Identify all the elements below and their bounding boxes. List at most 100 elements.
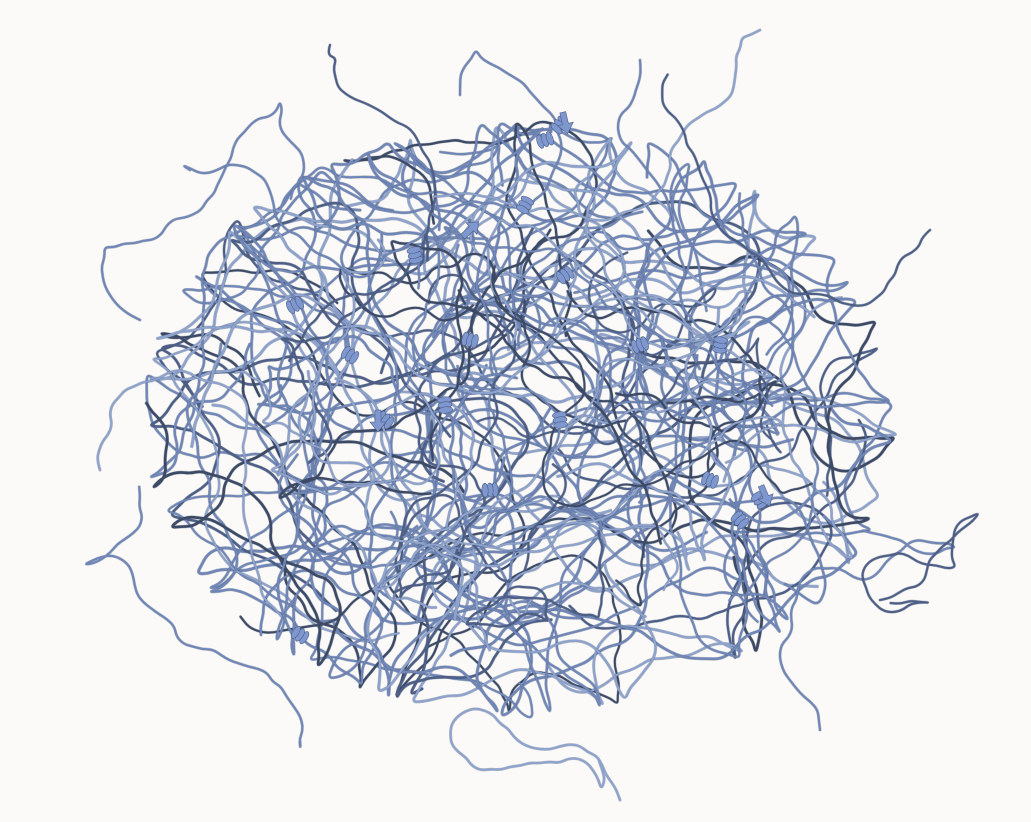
coil-strand xyxy=(454,244,780,452)
coil-strand xyxy=(373,390,897,483)
helix-turn xyxy=(555,271,566,285)
coil-strand xyxy=(160,332,398,689)
helix-turn xyxy=(545,131,554,146)
coil-strand xyxy=(385,554,622,712)
helix-motif xyxy=(290,625,310,645)
helix-motif xyxy=(712,336,728,354)
coil-strand xyxy=(379,416,782,590)
helix-motif xyxy=(406,246,424,264)
coil-strand xyxy=(507,524,690,621)
coil-strand xyxy=(414,229,697,620)
coil-strand xyxy=(398,273,516,573)
helix-turn xyxy=(481,482,489,498)
helix-turn xyxy=(349,351,360,365)
beta-strand-arrow xyxy=(556,111,574,135)
coil-strand xyxy=(565,299,743,429)
beta-strand-arrow xyxy=(460,221,480,240)
coil-strand xyxy=(253,177,679,386)
coil-strand xyxy=(431,297,657,699)
coil-strand xyxy=(452,190,816,316)
coil-strand xyxy=(232,224,452,656)
coil-strand xyxy=(566,290,762,433)
helix-motif xyxy=(552,411,568,429)
coil-strand xyxy=(293,512,858,697)
beta-strand-arrow xyxy=(369,409,387,433)
coil-strand xyxy=(486,219,751,351)
coil-strand xyxy=(278,228,552,499)
beta-strand-arrow xyxy=(757,484,774,507)
coil-strand xyxy=(476,337,782,454)
helix-turn xyxy=(406,246,422,254)
outer-loop xyxy=(449,707,622,802)
helix-turn xyxy=(471,334,479,349)
helix-turn xyxy=(290,625,301,639)
helix-motif xyxy=(481,482,499,498)
coil-strand xyxy=(599,296,853,559)
helix-turn xyxy=(710,474,719,489)
helix-turn xyxy=(515,204,530,215)
coil-strand xyxy=(419,337,879,554)
coil-strand xyxy=(393,298,525,594)
outer-loop-shadow xyxy=(778,529,956,732)
coil-strand xyxy=(230,201,452,438)
coil-strand xyxy=(303,127,544,382)
coil-strand xyxy=(411,227,561,559)
helix-motif xyxy=(437,396,453,414)
coil-strand xyxy=(280,230,429,464)
coil-strand xyxy=(185,342,383,685)
coil-strand xyxy=(345,139,819,593)
coil-strand xyxy=(152,321,400,643)
coil-strand xyxy=(307,370,491,652)
outer-loop xyxy=(458,50,563,376)
helix-turn xyxy=(553,421,568,429)
coil-strand xyxy=(465,530,605,628)
coil-strand xyxy=(271,238,475,530)
coil-strand xyxy=(257,384,419,545)
helix-motif xyxy=(631,336,649,354)
outer-loop xyxy=(183,163,532,279)
helix-turn xyxy=(438,406,453,414)
outer-loop xyxy=(433,28,762,222)
outer-loops xyxy=(84,28,980,802)
coil-strand xyxy=(450,141,816,371)
helix-turn xyxy=(294,295,305,310)
helix-motif xyxy=(555,265,575,285)
coil-strand xyxy=(564,225,773,433)
helix-turn xyxy=(713,336,728,344)
outer-loop xyxy=(661,73,932,307)
coil-strand xyxy=(211,377,464,692)
helix-motif xyxy=(730,510,750,530)
coil-strand xyxy=(390,240,662,545)
coil-strand xyxy=(250,176,613,624)
outer-loop xyxy=(861,513,979,614)
outer-loop xyxy=(85,485,304,748)
coil-strand xyxy=(512,230,651,504)
coil-strand xyxy=(277,177,626,477)
coil-strand xyxy=(150,258,643,554)
coil-strand xyxy=(469,495,679,591)
secondary-structure-motifs xyxy=(285,111,774,645)
outer-loop xyxy=(617,58,748,457)
helix-turn xyxy=(640,336,649,351)
helix-motif xyxy=(515,195,535,215)
coil-strand xyxy=(394,463,567,598)
outer-loop xyxy=(96,369,283,618)
coil-strand xyxy=(488,317,626,491)
helix-motif xyxy=(461,331,479,349)
coil-strand xyxy=(343,120,598,359)
outer-loop xyxy=(288,43,437,362)
helix-turn xyxy=(384,416,395,430)
coil-strand xyxy=(590,329,748,658)
coil-strand xyxy=(372,506,607,591)
coil-strand xyxy=(568,419,867,659)
helix-motif xyxy=(340,345,360,365)
helix-motif xyxy=(536,131,554,149)
helix-turn xyxy=(737,518,750,530)
coil-strand xyxy=(412,582,743,705)
coil-strand xyxy=(149,158,601,426)
helix-motif xyxy=(701,471,719,489)
coil-strand xyxy=(239,289,678,634)
coil-strand xyxy=(366,233,789,620)
